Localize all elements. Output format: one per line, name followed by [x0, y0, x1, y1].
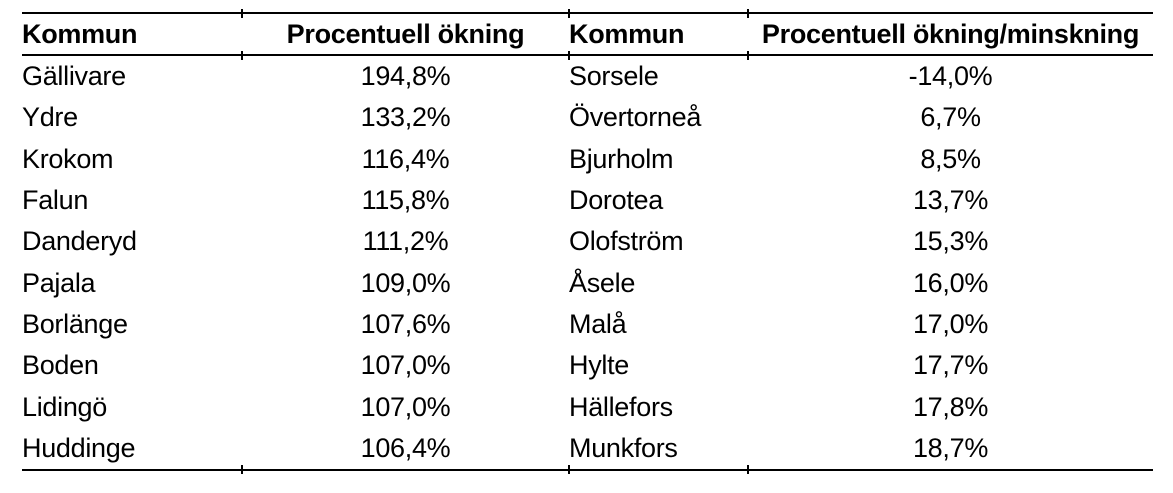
left-value-header: Procentuell ökning [242, 13, 569, 56]
table-row: Pajala 109,0% Åsele 16,0% [22, 262, 1153, 303]
table-row: Lidingö 107,0% Hällefors 17,8% [22, 386, 1153, 427]
kommun-cell: Hällefors [569, 391, 673, 422]
value-cell: 111,2% [362, 226, 449, 257]
column-divider-tick [241, 465, 243, 474]
left-kommun-header: Kommun [22, 13, 242, 56]
value-cell: 116,4% [361, 143, 450, 174]
right-kommun-header: Kommun [569, 13, 748, 56]
value-cell: 8,5% [920, 143, 981, 174]
table-row: Huddinge 106,4% Munkfors 18,7% [22, 428, 1153, 470]
table-row: Danderyd 111,2% Olofström 15,3% [22, 221, 1153, 262]
value-cell: 107,0% [360, 350, 451, 381]
value-cell: 13,7% [912, 185, 989, 216]
column-divider-tick [241, 51, 243, 60]
value-cell: 6,7% [920, 102, 981, 133]
municipality-table-wrap: Kommun Procentuell ökning Kommun Procent… [22, 12, 1153, 471]
kommun-cell: Hylte [569, 350, 630, 381]
kommun-cell: Åsele [569, 267, 636, 298]
kommun-cell: Gällivare [22, 61, 126, 92]
value-cell: 17,8% [912, 391, 989, 422]
value-cell: 15,3% [912, 226, 989, 257]
kommun-cell: Lidingö [22, 391, 107, 422]
value-cell: 115,8% [361, 185, 450, 216]
value-cell: 16,0% [912, 267, 989, 298]
value-cell: 107,6% [360, 308, 451, 339]
kommun-cell: Borlänge [22, 308, 128, 339]
table-row: Ydre 133,2% Övertorneå 6,7% [22, 97, 1153, 138]
value-cell: 194,8% [360, 61, 451, 92]
table-row: Krokom 116,4% Bjurholm 8,5% [22, 139, 1153, 180]
value-cell: 17,0% [912, 308, 989, 339]
kommun-cell: Munkfors [569, 432, 678, 463]
kommun-cell: Falun [22, 185, 89, 216]
kommun-cell: Boden [22, 350, 99, 381]
kommun-cell: Bjurholm [569, 143, 674, 174]
value-cell: 18,7% [912, 432, 989, 463]
column-divider-tick [747, 9, 749, 18]
municipality-percentage-table: Kommun Procentuell ökning Kommun Procent… [22, 12, 1153, 471]
kommun-cell: Malå [569, 308, 627, 339]
table-row: Boden 107,0% Hylte 17,7% [22, 345, 1153, 386]
kommun-cell: Pajala [22, 267, 96, 298]
table-row: Borlänge 107,6% Malå 17,0% [22, 304, 1153, 345]
header-row: Kommun Procentuell ökning Kommun Procent… [22, 13, 1153, 56]
kommun-cell: Övertorneå [569, 102, 702, 133]
value-cell: 17,7% [912, 350, 989, 381]
value-cell: 106,4% [360, 432, 451, 463]
table-row: Gällivare 194,8% Sorsele -14,0% [22, 55, 1153, 97]
column-divider-tick [568, 465, 570, 474]
column-divider-tick [241, 9, 243, 18]
kommun-cell: Dorotea [569, 185, 663, 216]
column-divider-tick [568, 51, 570, 60]
kommun-cell: Huddinge [22, 432, 136, 463]
kommun-cell: Olofström [569, 226, 684, 257]
kommun-cell: Ydre [22, 102, 78, 133]
kommun-cell: Krokom [22, 143, 114, 174]
column-divider-tick [747, 465, 749, 474]
kommun-cell: Sorsele [569, 61, 659, 92]
column-divider-tick [747, 51, 749, 60]
kommun-cell: Danderyd [22, 226, 137, 257]
value-cell: 107,0% [360, 391, 451, 422]
table-row: Falun 115,8% Dorotea 13,7% [22, 180, 1153, 221]
column-divider-tick [568, 9, 570, 18]
value-cell: 133,2% [360, 102, 451, 133]
right-value-header: Procentuell ökning/minskning [748, 13, 1153, 56]
value-cell: 109,0% [360, 267, 451, 298]
value-cell: -14,0% [908, 61, 993, 92]
